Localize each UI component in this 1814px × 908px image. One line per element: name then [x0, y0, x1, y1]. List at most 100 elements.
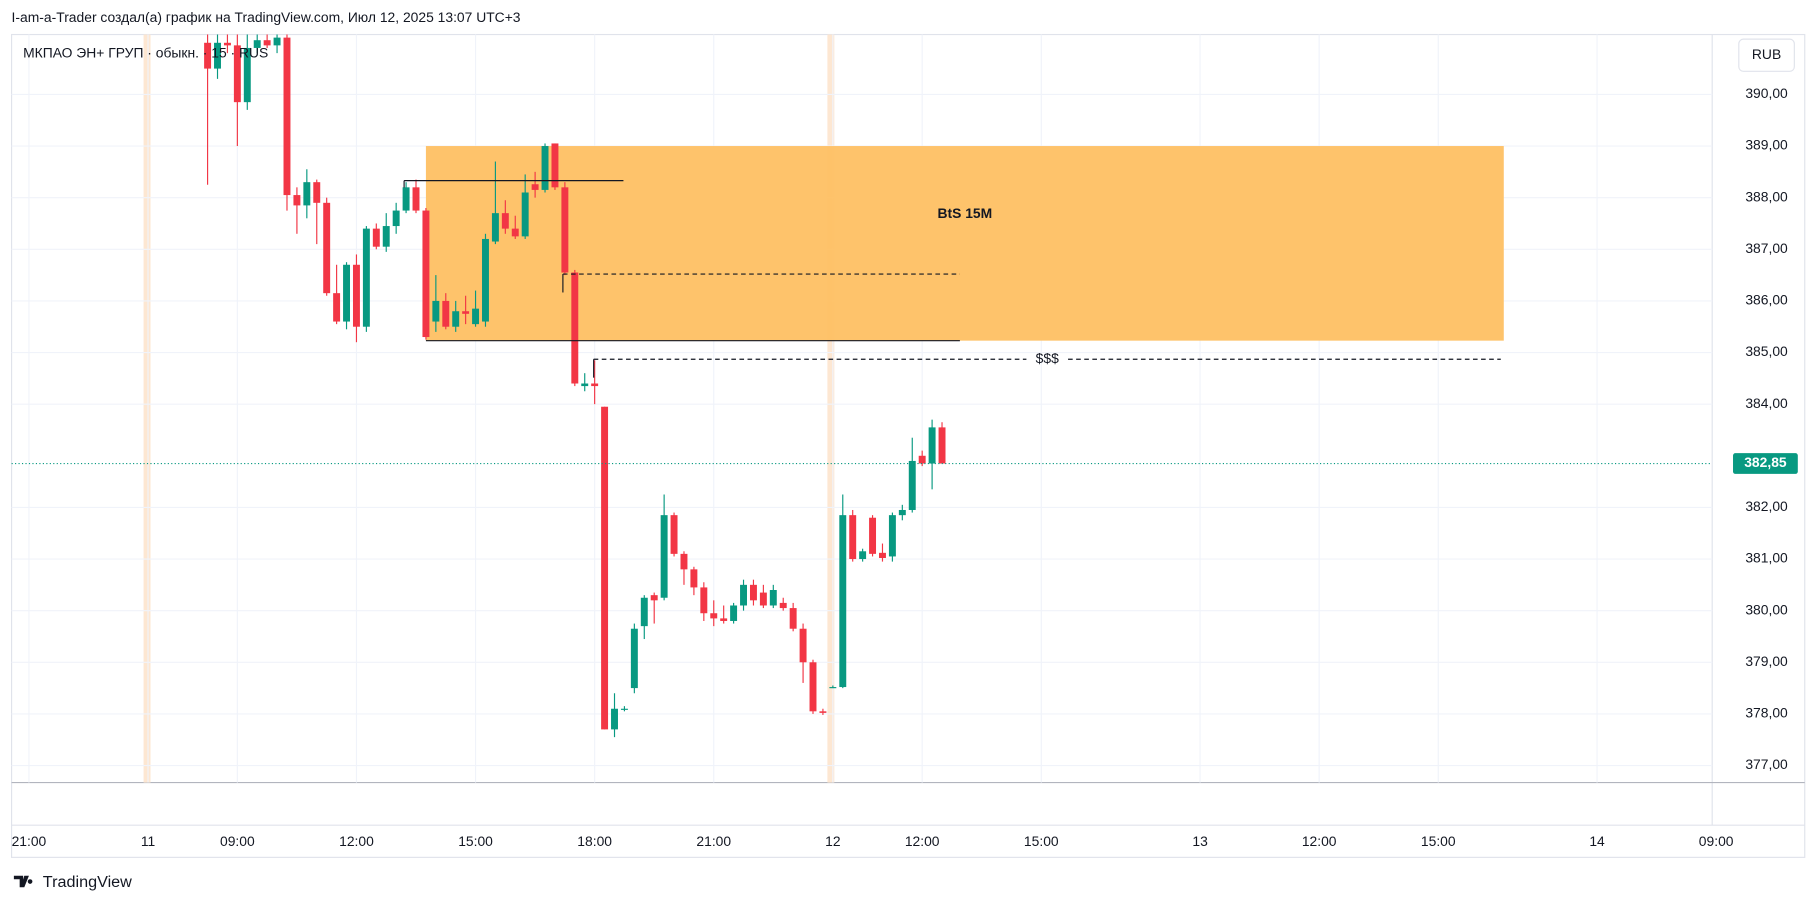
level-label: $$$	[1036, 350, 1059, 366]
y-tick-label: 384,00	[1745, 395, 1788, 411]
candle-body	[928, 427, 936, 464]
candle-body	[630, 628, 638, 689]
y-tick-label: 381,00	[1745, 550, 1788, 566]
candle-body	[888, 515, 896, 557]
candle-body	[611, 708, 618, 730]
candle-body	[531, 184, 539, 190]
candle-body	[243, 47, 251, 103]
chart-frame	[10, 33, 1806, 858]
candle-body	[392, 210, 400, 227]
candle-body	[898, 509, 906, 516]
currency-label[interactable]: RUB	[1752, 46, 1781, 62]
candle-body	[402, 187, 410, 211]
y-tick-label: 377,00	[1745, 756, 1788, 772]
y-tick-label: 387,00	[1745, 240, 1788, 256]
candle-body	[204, 42, 212, 69]
candle-body	[352, 264, 360, 327]
candle-body	[571, 272, 579, 384]
y-tick-label: 389,00	[1745, 137, 1788, 153]
candle-body	[382, 226, 390, 247]
candle-body	[372, 228, 380, 247]
y-tick-label: 386,00	[1745, 292, 1788, 308]
candle-body	[343, 264, 351, 322]
y-tick-label: 382,00	[1745, 498, 1788, 514]
candle-body	[293, 195, 301, 206]
candle-body	[313, 182, 321, 203]
x-tick-label: 18:00	[577, 833, 612, 849]
candle-body	[859, 551, 867, 560]
x-tick-label: 12:00	[905, 833, 940, 849]
footer-logo	[13, 875, 33, 888]
candle-body	[333, 293, 341, 322]
x-tick-label: 09:00	[1699, 833, 1734, 849]
candle-body	[789, 608, 797, 629]
x-tick-label: 21:00	[12, 833, 47, 849]
candle-body	[491, 213, 499, 242]
candle-body	[214, 42, 221, 69]
candle-body	[829, 687, 837, 689]
candle-body	[323, 202, 331, 294]
candle-body	[273, 37, 281, 46]
candle-body	[799, 628, 807, 663]
x-tick-label: 14	[1589, 833, 1605, 849]
candle-body	[918, 455, 926, 464]
candle-body	[690, 569, 698, 588]
candle-body	[501, 213, 509, 229]
candle-body	[869, 517, 877, 554]
last-price-box	[1733, 453, 1798, 474]
x-tick-label: 12:00	[1302, 833, 1337, 849]
candle-body	[601, 406, 609, 730]
candle-body	[561, 187, 569, 273]
x-tick-label: 11	[141, 833, 156, 849]
candle-body	[263, 40, 271, 46]
candle-body	[710, 613, 718, 619]
candle-body	[809, 662, 817, 712]
candle-body	[422, 210, 430, 338]
candle-body	[442, 300, 450, 327]
x-tick-label: 13	[1192, 833, 1208, 849]
y-tick-label: 385,00	[1745, 343, 1788, 359]
currency-button[interactable]	[1738, 38, 1795, 72]
x-tick-label: 12:00	[339, 833, 374, 849]
x-tick-label: 12	[825, 833, 840, 849]
x-tick-label: 15:00	[1421, 833, 1456, 849]
candle-body	[839, 515, 847, 688]
candle-body	[482, 238, 489, 322]
legend: МКПАО ЭН+ ГРУП · обыкн. · 15 · RUS	[23, 45, 268, 61]
axes: 377,00 378,00 379,00 380,00 381,00 382,00 384,…	[12, 85, 1798, 849]
x-tick-label: 15:00	[458, 833, 493, 849]
candle-body	[730, 605, 738, 621]
candle-body	[779, 602, 787, 609]
session-break	[827, 34, 835, 783]
candle-body	[541, 146, 549, 190]
plot-area: BtS 15M $$$	[11, 34, 1713, 738]
candle-body	[700, 587, 708, 614]
x-tick-label: 09:00	[220, 833, 255, 849]
session-break	[143, 34, 151, 783]
candle-body	[511, 228, 519, 237]
zone-label: BtS 15M	[937, 205, 992, 221]
candle-body	[581, 383, 589, 387]
x-tick-label: 15:00	[1024, 833, 1059, 849]
candle-body	[620, 708, 628, 710]
candle-body	[640, 597, 648, 627]
candle-body	[660, 515, 668, 598]
candle-body	[749, 584, 757, 601]
header-text: I-am-a-Trader создал(а) график на Tradin…	[12, 9, 521, 25]
candle-body	[591, 383, 599, 387]
candle-body	[759, 592, 767, 606]
x-tick-label: 21:00	[696, 833, 731, 849]
candle-body	[720, 618, 728, 621]
footer-brand: TradingView	[43, 873, 132, 891]
zone	[425, 146, 1504, 341]
y-tick-label: 378,00	[1745, 705, 1788, 721]
candle-body	[472, 308, 480, 325]
candle-body	[938, 427, 946, 464]
candle-body	[551, 143, 559, 188]
candle-body	[849, 515, 857, 560]
candle-body	[680, 553, 688, 570]
candle-body	[650, 595, 658, 601]
candle-body	[908, 460, 916, 510]
candle-body	[769, 590, 777, 606]
